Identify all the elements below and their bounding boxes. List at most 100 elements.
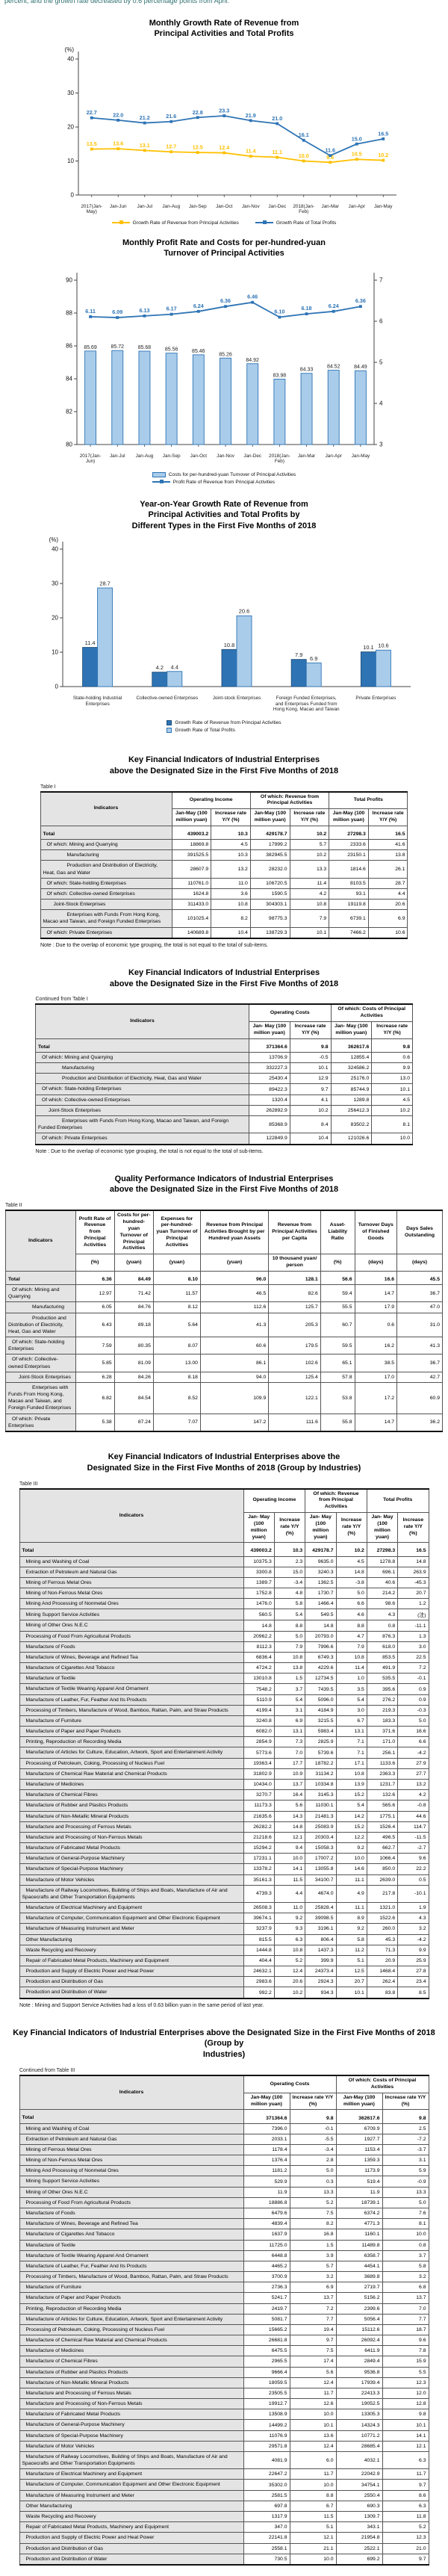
- cell-value: 5.0: [274, 1631, 305, 1641]
- cell-value: 13.7: [274, 1780, 305, 1790]
- cell-value: 71.42: [114, 1284, 153, 1301]
- cell-value: 17.2: [355, 1382, 397, 1414]
- row-label: Manufacture and Processing of Non-Ferrou…: [19, 1832, 243, 1842]
- cell-value: 4.4: [368, 888, 408, 899]
- cell-value: 10.2: [274, 1987, 305, 1998]
- cell-value: 1476.0: [243, 1599, 274, 1609]
- chart-section-monthly-growth: Monthly Growth Rate of Revenue from Prin…: [0, 18, 448, 226]
- cell-value: 14324.3: [336, 2420, 382, 2430]
- cell-value: 7439.5: [305, 1684, 336, 1694]
- cell-value: 10.6: [368, 927, 408, 938]
- table-row: Manufacture and Processing of Non-Ferrou…: [19, 2399, 429, 2409]
- cell-value: 27.9: [398, 1758, 429, 1768]
- cell-value: 730.5: [243, 2554, 290, 2565]
- column-header: Revenue from Principal Activities per Ca…: [269, 1210, 321, 1254]
- cell-value: 14.7: [355, 1284, 397, 1301]
- row-label: Of which: Mining and Quarrying: [6, 1284, 76, 1301]
- svg-text:6.36: 6.36: [355, 297, 366, 304]
- cell-value: 12.3: [382, 2533, 429, 2543]
- svg-text:10.2: 10.2: [378, 152, 388, 158]
- cell-value: 2522.1: [336, 2543, 382, 2554]
- column-unit-header: (days): [355, 1254, 397, 1272]
- cell-value: 343.1: [336, 2522, 382, 2533]
- cell-value: 1814.6: [329, 861, 369, 878]
- x-axis-label: Jan-May: [370, 204, 397, 215]
- cell-value: 3.1: [274, 1705, 305, 1715]
- table-row: Enterprises with Funds From Hong Kong, M…: [40, 910, 408, 927]
- cell-value: 690.3: [336, 2501, 382, 2511]
- row-label: Manufacture of Rubber and Plastics Produ…: [19, 2367, 243, 2377]
- cell-value: 876.3: [367, 1631, 397, 1641]
- indicators-header: Indicators: [36, 1004, 249, 1038]
- cell-value: 1181.2: [243, 2166, 290, 2176]
- cell-value: 11.7: [290, 2388, 336, 2398]
- svg-text:4: 4: [379, 400, 383, 406]
- svg-text:85.56: 85.56: [165, 347, 178, 352]
- cell-value: 5.1: [336, 1955, 367, 1966]
- row-label: Extraction of Petroleum and Natural Gas: [19, 2134, 243, 2144]
- cell-value: 3689.8: [336, 2272, 382, 2282]
- cell-value: 1.9: [398, 1903, 429, 1913]
- cell-value: -0.1: [290, 2123, 336, 2134]
- cell-value: 14.1: [382, 2430, 429, 2441]
- row-label: Mining and Washing of Coal: [19, 2123, 243, 2134]
- cell-value: 140689.8: [172, 927, 211, 938]
- cell-value: 21954.8: [336, 2533, 382, 2543]
- cell-value: 11489.8: [336, 2240, 382, 2250]
- cell-value: 10.0: [372, 1133, 413, 1145]
- cell-value: 25430.4: [249, 1074, 290, 1084]
- column-unit-header: (yuan): [200, 1254, 268, 1272]
- row-label: Manufacture of Special-Purpose Machinery: [19, 2430, 243, 2441]
- row-label: Manufacture of Paper and Paper Products: [19, 1727, 243, 1737]
- row-label: Manufacture and Processing of Ferrous Me…: [19, 1821, 243, 1832]
- x-axis-label: Collective-owned Enterprises: [132, 696, 202, 713]
- cell-value: 491.9: [367, 1663, 397, 1674]
- table-row: Production and Distribution of Electrici…: [40, 861, 408, 878]
- cell-value: 65.1: [320, 1354, 355, 1372]
- legend-sq-swatch-icon: [167, 720, 172, 725]
- row-label: Production and Distribution of Electrici…: [6, 1313, 76, 1337]
- legend-label: Profit Rate of Revenue from Principal Ac…: [173, 480, 275, 485]
- cell-value: 60.9: [397, 1382, 443, 1414]
- legend-label: Growth Rate of Total Profits: [276, 220, 337, 226]
- cell-value: 6.05: [75, 1302, 114, 1313]
- cell-value: -0.8: [398, 1801, 429, 1811]
- svg-text:90: 90: [66, 276, 72, 283]
- cell-value: 5.0: [336, 1588, 367, 1599]
- svg-text:84.52: 84.52: [327, 364, 340, 369]
- cell-value: 171.0: [367, 1737, 397, 1747]
- row-label: Manufacture of Foods: [19, 2208, 243, 2219]
- cell-value: 6358.7: [336, 2250, 382, 2261]
- legend-item: Profit Rate of Revenue from Principal Ac…: [152, 480, 296, 485]
- column-header: Jan- May (100 million yuan): [331, 1022, 372, 1039]
- cell-value: 3.6: [211, 888, 251, 899]
- cell-value: 10.2: [372, 1105, 413, 1115]
- cell-value: 2736.3: [243, 2282, 290, 2293]
- cell-value: 13.7: [290, 2293, 336, 2303]
- svg-text:11.4: 11.4: [246, 147, 256, 154]
- chart-legend: Costs for per-hundred-yuan Turnover of P…: [152, 470, 296, 487]
- cell-value: 5056.4: [336, 2314, 382, 2324]
- cell-value: 7.8: [382, 2346, 429, 2356]
- row-label: Manufacture of Furniture: [19, 2282, 243, 2293]
- row-label: Of which: State-holding Enterprises: [6, 1337, 76, 1354]
- cell-value: 102.6: [269, 1354, 321, 1372]
- svg-text:86: 86: [66, 342, 72, 349]
- row-label: Of which: State-holding Enterprises: [40, 878, 172, 888]
- svg-text:5: 5: [379, 359, 383, 365]
- cell-value: 6411.9: [336, 2346, 382, 2356]
- table-row: Manufacture of Leather, Fur, Feather And…: [19, 1694, 429, 1705]
- cell-value: 17231.1: [243, 1854, 274, 1864]
- cell-value: 10.1: [290, 1063, 331, 1074]
- row-label: Production and Supply of Electric Power …: [19, 2533, 243, 2543]
- cell-value: 1376.4: [243, 2155, 290, 2166]
- column-header: Jan-May (100 million yuan): [250, 809, 290, 826]
- x-axis-label: Jan-Nov: [237, 204, 264, 215]
- table-row: Processing of Food From Agricultural Pro…: [19, 2197, 429, 2208]
- cell-value: 94.0: [200, 1372, 268, 1382]
- cell-value: 8.12: [153, 1302, 200, 1313]
- cell-value: 10.8: [274, 1652, 305, 1662]
